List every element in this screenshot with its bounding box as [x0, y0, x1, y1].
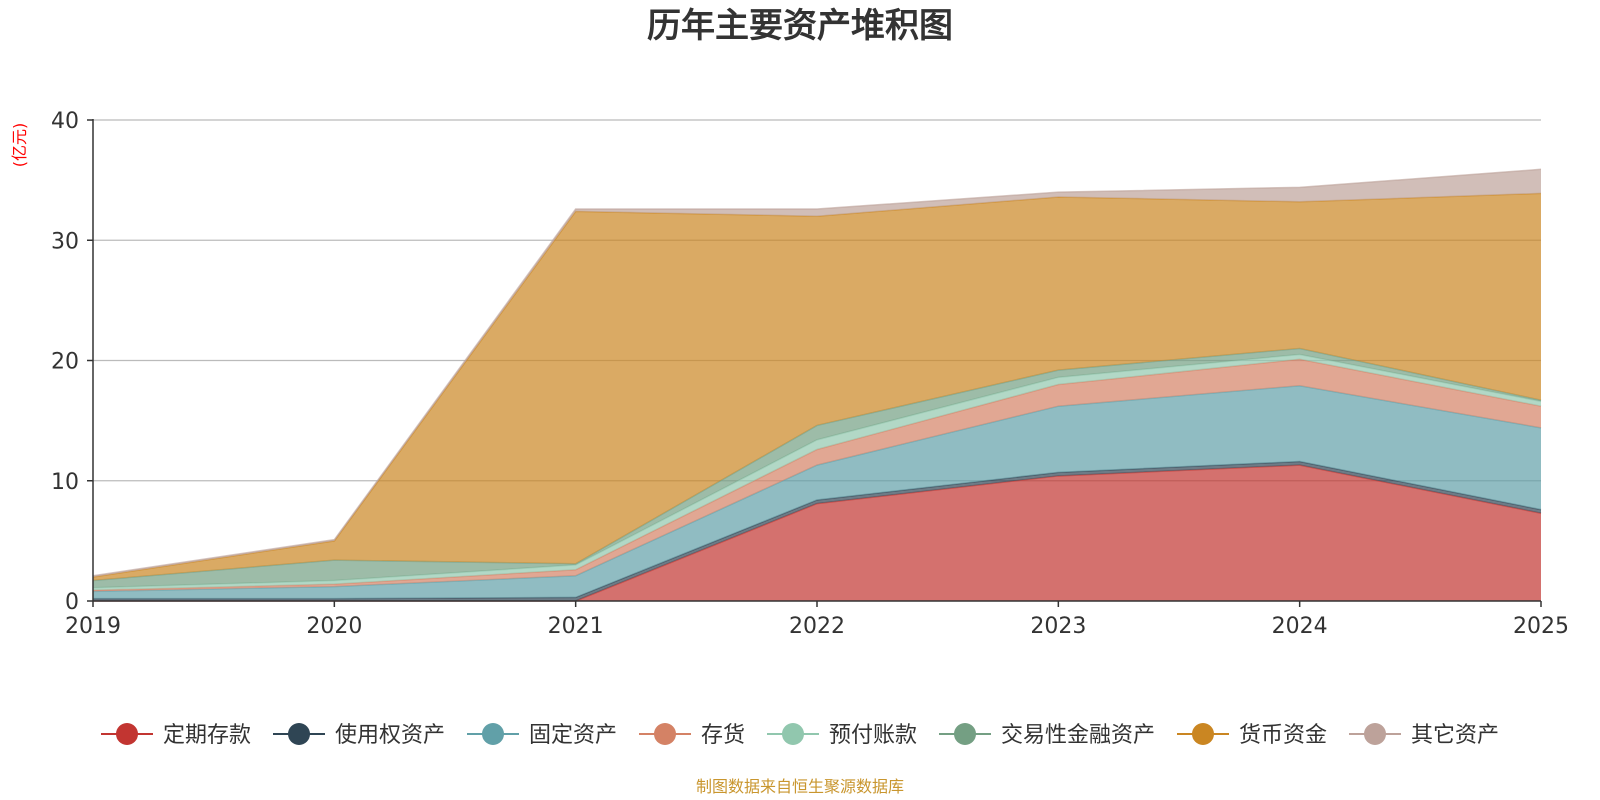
x-tick-label: 2021 [548, 614, 604, 639]
legend-marker-icon [782, 723, 804, 745]
legend-item[interactable]: 货币资金 [1177, 723, 1327, 748]
source-note: 制图数据来自恒生聚源数据库 [696, 777, 904, 796]
legend-item[interactable]: 其它资产 [1349, 723, 1499, 748]
x-tick-label: 2023 [1030, 614, 1086, 639]
legend-marker-icon [654, 723, 676, 745]
x-tick-label: 2022 [789, 614, 845, 639]
legend-label: 定期存款 [163, 723, 251, 748]
legend-item[interactable]: 预付账款 [767, 723, 917, 748]
area-series [93, 354, 1541, 591]
legend-label: 存货 [701, 723, 745, 748]
area-series [93, 385, 1541, 599]
legend-item[interactable]: 定期存款 [101, 723, 251, 748]
legend-marker-icon [288, 723, 310, 745]
legend-marker-icon [1364, 723, 1386, 745]
legend-item[interactable]: 存货 [639, 723, 745, 748]
area-series [93, 359, 1541, 592]
y-tick-label: 30 [51, 229, 79, 254]
x-tick-label: 2025 [1513, 614, 1569, 639]
legend-label: 预付账款 [829, 723, 917, 748]
legend-marker-icon [1192, 723, 1214, 745]
y-tick-label: 10 [51, 470, 79, 495]
stacked-areas [92, 168, 1542, 602]
y-tick-label: 40 [51, 109, 79, 134]
legend-label: 其它资产 [1411, 723, 1499, 748]
legend: 定期存款 使用权资产 固定资产 存货 预付账款 交易性金融资产 货币资金 其它资产 [101, 723, 1499, 748]
area-series [93, 193, 1541, 581]
legend-item[interactable]: 使用权资产 [273, 723, 445, 748]
legend-marker-icon [954, 723, 976, 745]
chart-title: 历年主要资产堆积图 [647, 6, 953, 46]
x-tick-label: 2020 [306, 614, 362, 639]
y-tick-label: 0 [65, 590, 79, 615]
y-axis-unit-label: (亿元) [10, 123, 29, 168]
y-tick-label: 20 [51, 350, 79, 375]
area-series [93, 465, 1541, 601]
legend-label: 交易性金融资产 [1001, 723, 1155, 748]
legend-item[interactable]: 固定资产 [467, 723, 617, 748]
x-tick-label: 2019 [65, 614, 121, 639]
area-series-line [92, 168, 1542, 577]
axes: 0 10 20 30 40 2019 2020 2021 2022 2023 2024 2025 [51, 109, 1569, 639]
legend-marker-icon [116, 723, 138, 745]
legend-item[interactable]: 交易性金融资产 [939, 723, 1155, 748]
x-tick-label: 2024 [1272, 614, 1328, 639]
legend-label: 货币资金 [1239, 723, 1327, 748]
legend-label: 固定资产 [529, 723, 617, 748]
legend-marker-icon [482, 723, 504, 745]
area-series [93, 348, 1541, 588]
legend-label: 使用权资产 [335, 723, 445, 748]
